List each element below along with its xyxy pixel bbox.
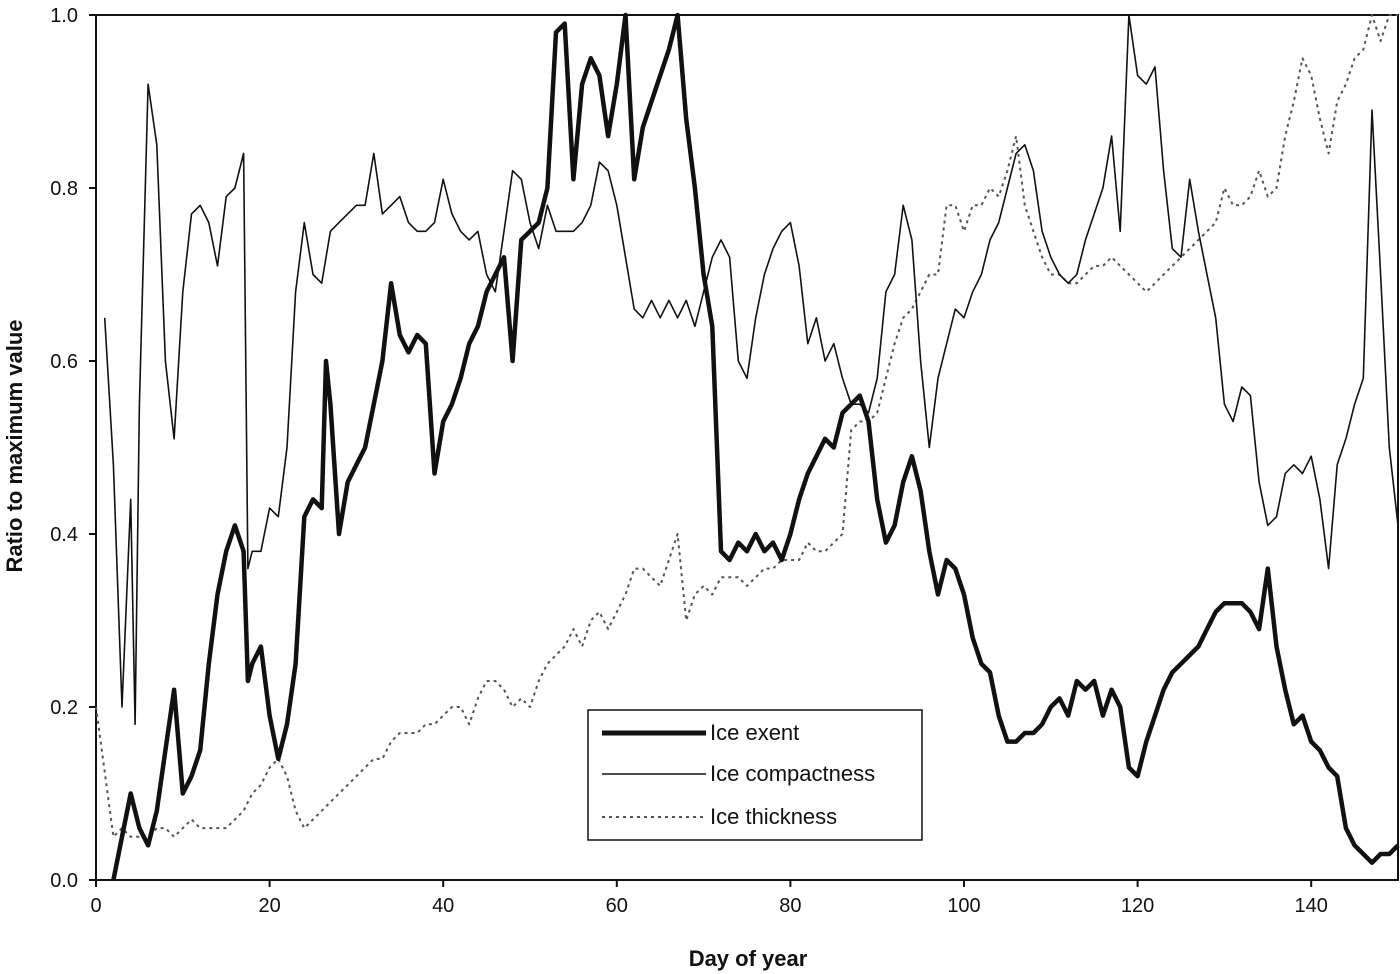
x-axis: 0 20 40 60 80 100 120 140 — [90, 880, 1328, 917]
y-axis: 0.0 0.2 0.4 0.6 0.8 1.0 — [50, 5, 96, 892]
y-tick-label: 0.8 — [50, 178, 78, 200]
legend-label-ice-compactness: Ice compactness — [710, 761, 875, 786]
x-tick-label: 120 — [1121, 895, 1154, 917]
x-tick-label: 0 — [90, 895, 101, 917]
legend-label-ice-extent: Ice exent — [710, 720, 799, 745]
legend: Ice exent Ice compactness Ice thickness — [587, 709, 923, 841]
y-tick-label: 0.2 — [50, 697, 78, 719]
series-line-ice-thickness — [95, 14, 1398, 838]
plot-area — [95, 14, 1399, 881]
y-tick-label: 0.6 — [50, 351, 78, 373]
x-axis-title: Day of year — [689, 946, 808, 971]
y-tick-label: 1.0 — [50, 5, 78, 27]
series-layer — [95, 12, 1400, 881]
legend-label-ice-thickness: Ice thickness — [710, 804, 837, 829]
x-tick-label: 40 — [432, 895, 454, 917]
x-tick-label: 20 — [258, 895, 280, 917]
x-tick-label: 80 — [779, 895, 801, 917]
series-line-ice-exent — [111, 12, 1400, 881]
y-tick-label: 0.4 — [50, 524, 78, 546]
x-tick-label: 60 — [606, 895, 628, 917]
series-line-ice-compactness — [103, 14, 1399, 726]
x-tick-label: 140 — [1295, 895, 1328, 917]
x-tick-label: 100 — [947, 895, 980, 917]
y-tick-label: 0.0 — [50, 870, 78, 892]
y-axis-title: Ratio to maximum value — [2, 319, 27, 572]
